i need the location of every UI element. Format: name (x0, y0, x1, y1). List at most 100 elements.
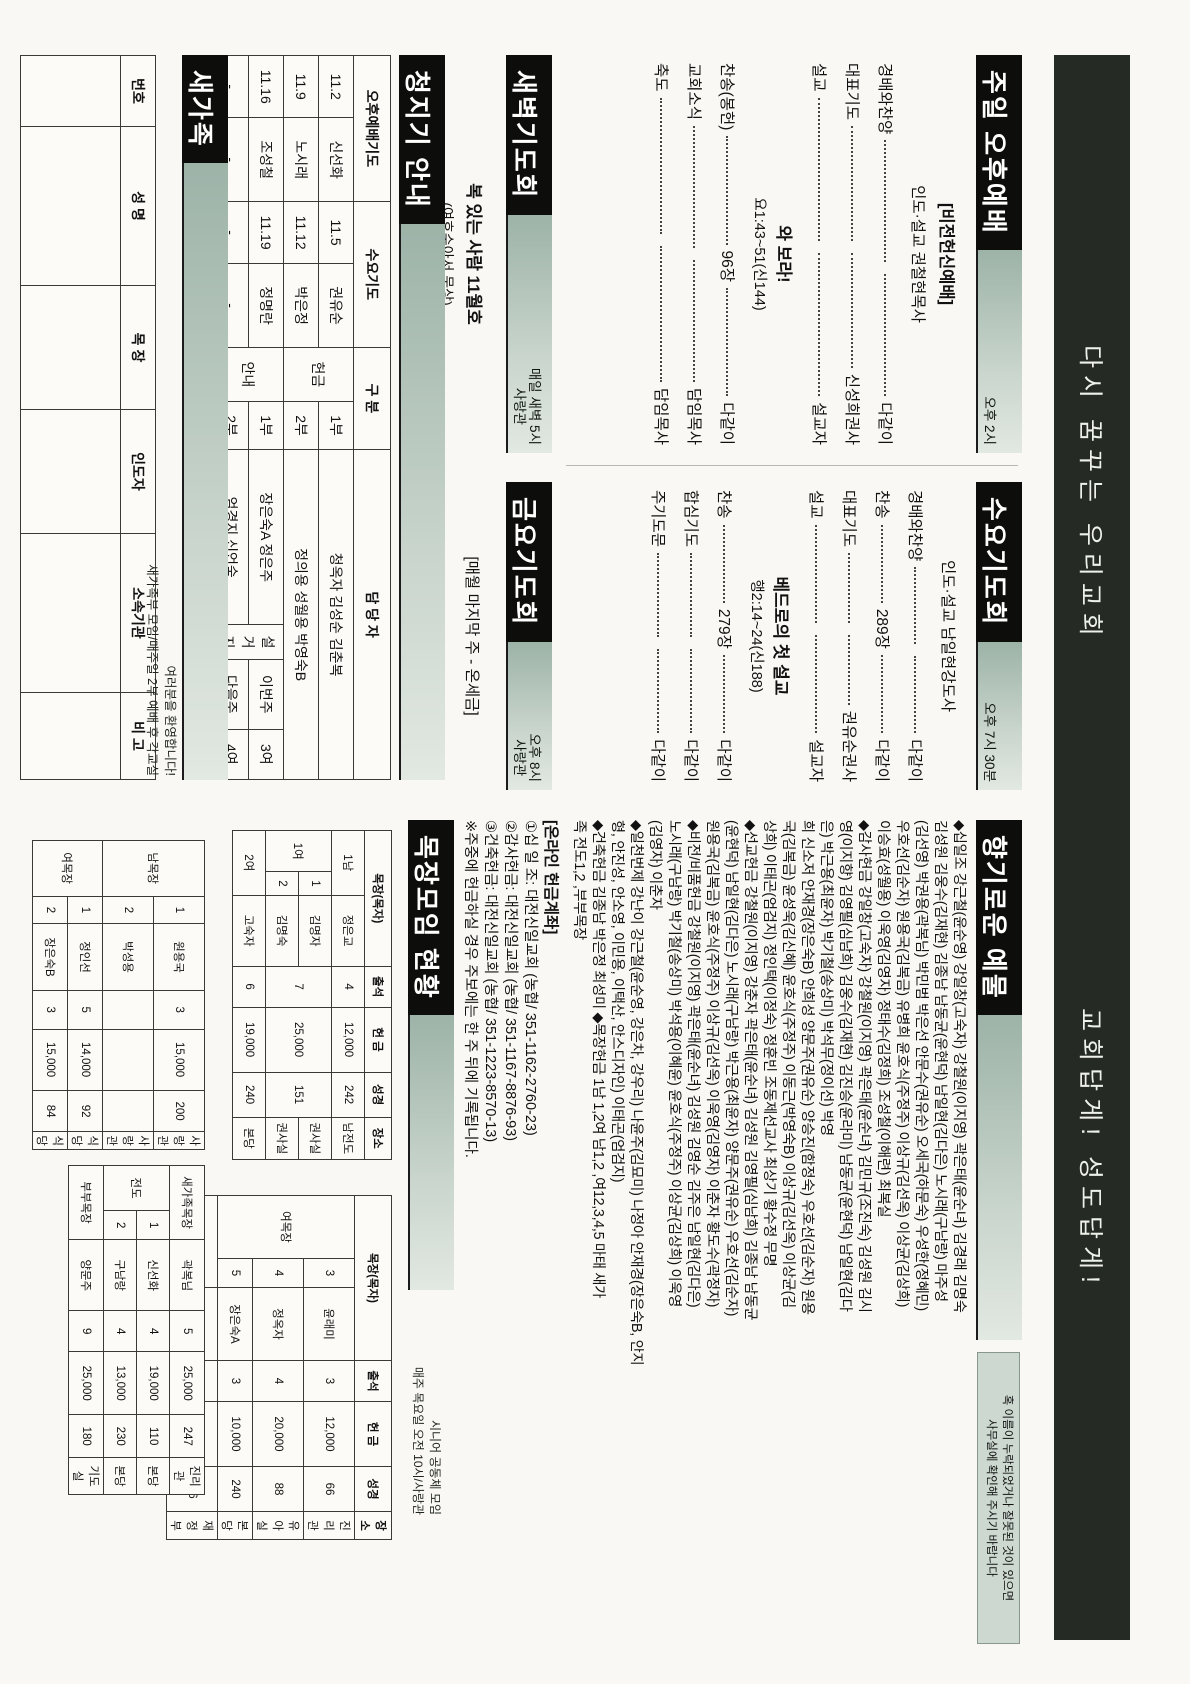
service-item-label: 찬송 (873, 490, 890, 519)
online-account-title: [온라인 헌금계좌] (542, 820, 559, 935)
section-title: 금요기도회 (506, 482, 552, 642)
dotted-leader (848, 553, 850, 623)
offering-names-line: ◆일천번제 강난이 강근철(윤순영, 강은차, 강우리) 나윤주(김묘미) 나정… (628, 820, 644, 1366)
service-order-row: 대표기도 권유순권사 (839, 490, 861, 782)
service-item-label: 찬송 (715, 490, 732, 519)
dotted-leader (657, 553, 659, 638)
offering-names-line: (윤현덕) 남일현(김다은) 노시래(구남랑) 박근용(최윤자) 양문주(권유순… (723, 820, 739, 1317)
cell-group-table-c: 남목장 1 원용국 3 15,000 200 사랑관 2 박성용 사랑관 여목장… (32, 840, 205, 1150)
service-item-value: 권유순권사 (840, 710, 857, 783)
dotted-leader (690, 553, 692, 638)
sermon-title: 와 보라! (774, 225, 793, 283)
dotted-leader (881, 524, 883, 603)
table-row: 부부목장 양문주 9 25,000 180 기도실 (68, 1165, 104, 1495)
dotted-leader (690, 649, 692, 734)
dotted-leader (881, 654, 883, 734)
dotted-leader (723, 654, 725, 734)
service-item-label: 경배와찬양 (876, 63, 893, 135)
header-bar (408, 1014, 454, 1290)
table-row: 2 구남랑 4 13,000 230 본당 (103, 1166, 137, 1495)
service-item-label: 교회소식 (685, 63, 702, 121)
col-wed-prayer: 수요기도 (353, 201, 391, 348)
service-order: 인도·설교 남일현강도사 경배와찬양 다같이 찬송 289장 다같이 대표기도 … (648, 482, 976, 790)
dotted-leader (848, 634, 850, 705)
section-time: 오후 2시 (981, 396, 997, 445)
service-order-row: 교회소식 담임목사 (684, 63, 706, 445)
table-header-row: 오후예배기도 수요기도 구 분 담 당 자 (353, 55, 391, 780)
offering-names-line: ◆비전/비품헌금 강철원(이지영) 곽은태(윤순녀) 김성원 김영순 김주은 남… (685, 820, 701, 1308)
section-header: 향기로운 예물 (976, 820, 1022, 1340)
service-order-row: 설교 설교자 (806, 490, 828, 782)
section-header: 목장모임 현황 (408, 820, 454, 1290)
service-item-mid: 96장 (718, 250, 735, 283)
offering-names-line: 원용국(김복금) 윤호식(주정주) 이상규(김선옥) 이욱영(김영자) 이춘자 … (704, 820, 720, 1308)
service-item-value: 다같이 (906, 739, 923, 782)
section-title: 새가족 (182, 55, 228, 163)
offering-names-line: 우호선(김순자) 원용국(김복금) 유병희 윤호식(주정주) 이상규(김선옥) … (894, 820, 910, 1308)
offering-names-line: ◆십일조 강근철(윤순영) 강일창(고숙자) 강철원(이지영) 곽은태(윤순녀)… (951, 820, 967, 1313)
senior-meeting-note: 시니어 공동체 모임 매주 목요일 오전 10시/사랑관 (410, 1366, 442, 1515)
service-order-row: 대표기도 신성희권사 (842, 63, 864, 445)
dotted-leader (884, 140, 886, 263)
service-item-mid: 279장 (715, 608, 732, 649)
offering-names-line: 김성원 김웅수(김재현) 김종남 남동균(윤현덕) 남일현(김다은) 노시래(구… (932, 820, 948, 1302)
dotted-leader (815, 634, 817, 734)
dotted-leader (851, 252, 853, 368)
dotted-leader (818, 252, 820, 397)
table-row: 11.2 신선화 11.5 권유순 헌금 1부 청옥자 김성순 김춘복 (283, 55, 354, 780)
section-time: 오후 7시 30분 (981, 702, 997, 782)
service-order-row: 경배와찬양 다같이 (875, 63, 897, 445)
header-bar (976, 1014, 1022, 1340)
service-order-row: 찬송 289장 다같이 (872, 490, 894, 782)
stewards-table: 오후예배기도 수요기도 구 분 담 당 자 11.2 신선화 11.5 권유순 … (213, 55, 391, 780)
sermon-title: 베드로의 첫 설교 (771, 576, 790, 696)
service-rows: 경배와찬양 다같이 찬송 289장 다같이 대표기도 권유순권사 설교 설교자 (806, 488, 927, 784)
dotted-leader (726, 136, 728, 245)
dotted-leader (660, 97, 662, 234)
section-time: 매일 새벽 5시 사랑관 (511, 367, 543, 445)
dotted-leader (818, 97, 820, 241)
service-order-row: 경배와찬양 다같이 (905, 490, 927, 782)
service-item-label: 설교 (807, 490, 824, 519)
section-time: 오후 8시 사랑관 (511, 733, 543, 782)
account-line: ③건축헌금: 대전신일교회 (농협/ 351-1223-8570-13) (482, 820, 498, 1143)
dotted-leader (693, 126, 695, 248)
header-bar: 오후 8시 사랑관 (506, 641, 552, 790)
table-row: 새가족목장 곽복님 5 25,000 247 진리관 (169, 1165, 205, 1495)
service-item-value: 신성희권사 (843, 373, 860, 446)
sermon-reference: 요1:43~51(신144) (751, 197, 767, 311)
section-header: 새벽기도회 매일 새벽 5시 사랑관 (506, 55, 552, 453)
empty-row (20, 55, 121, 780)
meeting-info: 새가족부 모임/매주일 2부 예배 후 각교실 (145, 564, 160, 776)
account-note: ※주중에 헌금하실 경우 주보에는 한 주 뒤에 기록됩니다. (462, 820, 478, 1158)
service-item-value: 다같이 (718, 402, 735, 446)
dotted-leader (660, 245, 662, 382)
table-header-row: 목장(목자) 출석 헌 금 성경 장소 (354, 1195, 392, 1540)
dotted-leader (815, 524, 817, 623)
dotted-leader (914, 656, 916, 734)
col-category: 구 분 (353, 347, 391, 450)
service-item-label: 대표기도 (843, 63, 860, 121)
section-header: 새가족 여러분을 환영합니다! 새가족부 모임/매주일 2부 예배 후 각교실 (146, 55, 228, 780)
section-offerings: 향기로운 예물 (976, 820, 1022, 1340)
offering-names-line: 희 신소저 안재경(장은숙B) 안희성 양문주(권유순) 양승진(함정숙) 우호… (799, 820, 815, 1315)
service-item-label: 합심기도 (682, 490, 699, 548)
dawn-book: 복 있는 사람 11월호 (464, 183, 483, 325)
header-bar: 매일 새벽 5시 사랑관 (506, 214, 552, 453)
service-item-value: 설교자 (807, 739, 824, 782)
offering-names-line: 은) 박근용(최윤자) 박기철(송상미) 박석무(정이선) 박영 (818, 820, 834, 1136)
service-item-label: 설교 (810, 63, 827, 92)
friday-note: [매월 마지막 주 - 온세금] (463, 556, 480, 716)
service-leader: 인도·설교 남일현강도사 (939, 559, 956, 713)
online-account-block: [온라인 헌금계좌] ①십 일 조: 대전신일교회 (농협/ 351-1162-… (460, 820, 560, 1158)
section-new-family: 새가족 여러분을 환영합니다! 새가족부 모임/매주일 2부 예배 후 각교실 … (20, 55, 228, 780)
section-header: 주일 오후예배 오후 2시 (976, 55, 1022, 453)
section-cell-groups: 목장모임 현황 (408, 820, 454, 1290)
section-header: 청지기 안내 (399, 55, 445, 780)
new-family-note: 여러분을 환영합니다! 새가족부 모임/매주일 2부 예배 후 각교실 (143, 564, 178, 776)
section-dawn-prayer: 새벽기도회 매일 새벽 5시 사랑관 복 있는 사람 11월호 (여호수아서 묵… (431, 55, 552, 453)
sermon-reference: 행2:14~24(신188) (748, 579, 764, 693)
service-rows: 찬송 279장 다같이 합심기도 다같이 주기도문 다같이 (648, 488, 736, 784)
dotted-leader (726, 288, 728, 397)
offering-names-line: 국(김복금) 윤성욱(김신혜) 윤호식(주정주) 이동근(박영숙B) 이상규(김… (780, 820, 796, 1308)
